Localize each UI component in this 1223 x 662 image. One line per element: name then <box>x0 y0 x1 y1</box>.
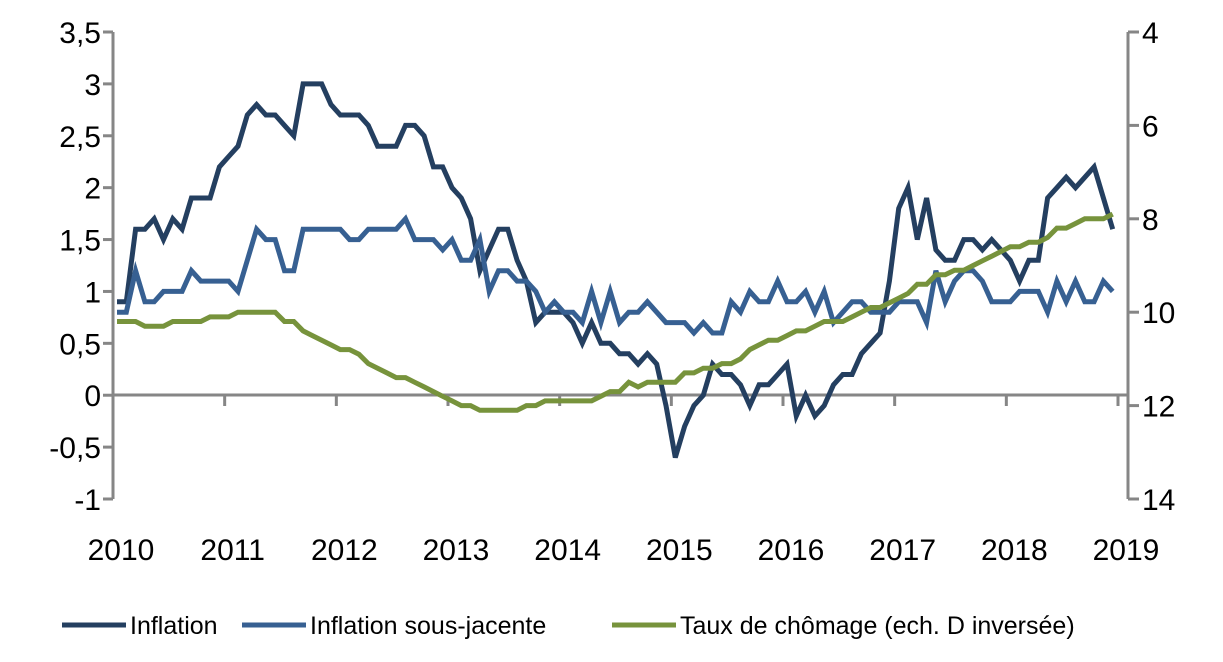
series-line-unemployment <box>117 211 1114 413</box>
right-axis-tick-label: 8 <box>1142 204 1159 237</box>
x-axis-tick-label: 2015 <box>646 534 713 567</box>
x-axis-tick-label: 2019 <box>1093 534 1160 567</box>
x-axis-tick-label: 2012 <box>311 534 378 567</box>
right-axis-tick-label: 14 <box>1142 484 1175 517</box>
x-axis-tick-label: 2011 <box>200 534 265 567</box>
x-axis-tick-label: 2010 <box>88 534 155 567</box>
right-axis-tick-label: 12 <box>1142 391 1175 424</box>
series-line-core-inflation <box>117 214 1115 337</box>
legend-item: Taux de chômage (ech. D inversée) <box>612 612 1075 640</box>
x-axis-tick-label: 2018 <box>981 534 1048 567</box>
legend-label: Inflation <box>130 612 218 640</box>
left-axis-tick-label: 3,5 <box>59 17 101 50</box>
legend-item: Inflation <box>62 612 218 640</box>
axes: 3,5 3 2,5 2 1,5 1 0,5 0 -0,5 -1 4 6 8 10 12 14 2010 2011 2… <box>49 17 1175 567</box>
left-axis-tick-label: 1,5 <box>59 225 101 258</box>
left-axis-tick-label: 1 <box>84 276 101 309</box>
left-axis-tick-label: 2,5 <box>59 121 101 154</box>
series-line-inflation <box>117 81 1116 459</box>
legend: Inflation Inflation sous-jacente Taux de c… <box>62 612 1075 640</box>
right-axis-tick-label: 4 <box>1142 17 1159 50</box>
left-axis-tick-label: -1 <box>74 484 101 517</box>
right-axis-tick-label: 6 <box>1142 110 1159 143</box>
x-axis-tick-label: 2017 <box>869 534 936 567</box>
left-axis-tick-label: 0 <box>84 380 101 413</box>
x-axis-tick-label: 2016 <box>758 534 825 567</box>
legend-label: Inflation sous-jacente <box>310 612 546 640</box>
left-axis-tick-label: 3 <box>84 69 101 102</box>
left-axis-tick-label: -0,5 <box>49 432 101 465</box>
left-axis-tick-label: 0,5 <box>59 328 101 361</box>
series-lines <box>117 81 1116 459</box>
x-axis-tick-label: 2013 <box>423 534 490 567</box>
legend-label: Taux de chômage (ech. D inversée) <box>680 612 1075 640</box>
right-axis-tick-label: 10 <box>1142 297 1175 330</box>
x-axis-tick-label: 2014 <box>534 534 601 567</box>
left-axis-tick-label: 2 <box>84 173 101 206</box>
legend-item: Inflation sous-jacente <box>242 612 546 640</box>
